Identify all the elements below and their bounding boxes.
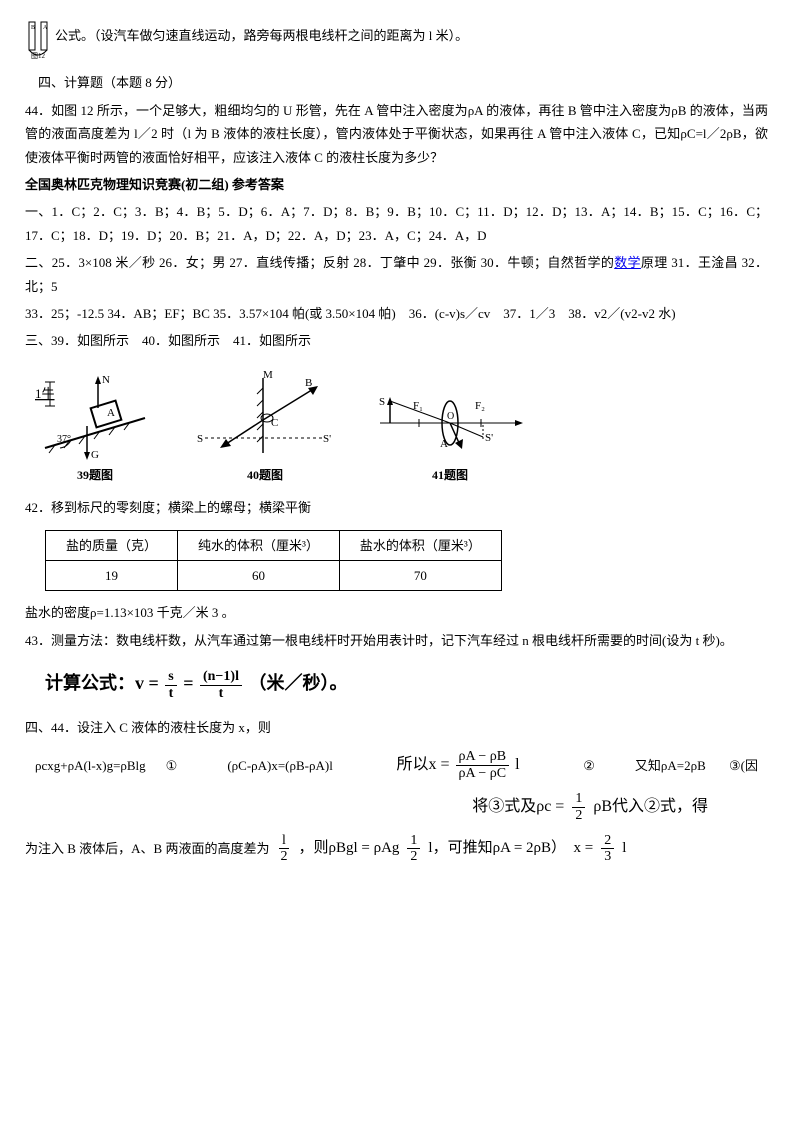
td-mass: 19 bbox=[46, 561, 178, 591]
frac-l2: l2 bbox=[277, 833, 290, 865]
eq2: (ρC-ρA)x=(ρB-ρA)l bbox=[227, 754, 333, 777]
svg-text:1牛: 1牛 bbox=[35, 386, 55, 401]
formula-eq: = bbox=[183, 673, 193, 693]
svg-text:A: A bbox=[440, 438, 448, 450]
svg-text:O: O bbox=[447, 411, 454, 422]
frac-mid: ρA − ρBρA − ρC bbox=[456, 749, 510, 781]
frac-s-t: st bbox=[165, 669, 176, 701]
l2a: 将③式及ρc = bbox=[472, 793, 564, 822]
eq1: ρcxg+ρA(l-x)g=ρBlg bbox=[35, 754, 146, 777]
svg-text:F₂: F₂ bbox=[475, 400, 485, 412]
ans-part2: 二、25．3×108 米／秒 26．女；男 27．直线传播；反射 28．丁肇中 … bbox=[25, 251, 768, 298]
diagram-39: A N G 1牛 37° 39题图 bbox=[35, 368, 155, 487]
td-water: 60 bbox=[178, 561, 340, 591]
svg-text:图12: 图12 bbox=[31, 52, 45, 60]
svg-text:S': S' bbox=[323, 433, 331, 445]
table-header-row: 盐的质量（克） 纯水的体积（厘米³） 盐水的体积（厘米³） bbox=[46, 530, 502, 560]
q42-text: 42．移到标尺的零刻度；横梁上的螺母；横梁平衡 bbox=[25, 496, 768, 519]
l3c: l，可推知ρA = 2ρB） x = bbox=[428, 835, 593, 862]
formula-note: 公式。（设汽车做匀速直线运动，路旁每两根电线杆之间的距离为 l 米）。 bbox=[55, 24, 768, 47]
svg-text:M: M bbox=[263, 369, 273, 381]
section-4-title: 四、计算题（本题 8 分） bbox=[25, 71, 768, 94]
diagram-41: F₁ F₂ O S A S' 41题图 bbox=[375, 383, 525, 487]
q43-text: 43．测量方法：数电线杆数，从汽车通过第一根电线杆时开始用表计时，记下汽车经过 … bbox=[25, 629, 768, 652]
circled-3: ③(因 bbox=[729, 758, 758, 773]
eq-line-1: ρcxg+ρA(l-x)g=ρBlg ① (ρC-ρA)x=(ρB-ρA)l 所… bbox=[25, 749, 768, 781]
svg-text:S: S bbox=[197, 433, 203, 445]
svg-text:N: N bbox=[102, 374, 110, 386]
formula-prefix: 计算公式：v = bbox=[45, 673, 159, 693]
math-link[interactable]: 数学 bbox=[614, 255, 641, 270]
svg-text:A: A bbox=[107, 407, 115, 419]
salt-table: 盐的质量（克） 纯水的体积（厘米³） 盐水的体积（厘米³） 19 60 70 bbox=[45, 530, 502, 592]
circled-1: ① bbox=[166, 754, 178, 777]
frac-half2: 12 bbox=[407, 833, 420, 865]
th-water: 纯水的体积（厘米³） bbox=[178, 530, 340, 560]
l3d: l bbox=[622, 835, 626, 862]
svg-text:B: B bbox=[31, 25, 35, 31]
answers-title: 全国奥林匹克物理知识竞赛(初二组) 参考答案 bbox=[25, 173, 768, 196]
eq-line-2: 将③式及ρc = 12 ρB代入②式，得 bbox=[25, 791, 768, 823]
svg-text:B: B bbox=[305, 377, 312, 389]
table-row: 19 60 70 bbox=[46, 561, 502, 591]
l2b: ρB代入②式，得 bbox=[593, 793, 708, 822]
frac-half: 12 bbox=[572, 791, 585, 823]
svg-text:G: G bbox=[91, 449, 99, 461]
q44-intro: 四、44．设注入 C 液体的液柱长度为 x，则 bbox=[25, 716, 768, 739]
l3b: ，则ρBgl = ρAg bbox=[298, 835, 399, 862]
diagram-40-label: 40题图 bbox=[247, 465, 283, 487]
th-saltwater: 盐水的体积（厘米³） bbox=[339, 530, 501, 560]
formula-suffix: （米／秒）。 bbox=[248, 673, 347, 693]
frac-nl-t: (n−1)lt bbox=[200, 669, 242, 701]
td-saltwater: 70 bbox=[339, 561, 501, 591]
svg-text:S: S bbox=[379, 396, 385, 408]
l3a: 为注入 B 液体后，A、B 两液面的高度差为 bbox=[25, 837, 269, 860]
eq3a: 又知ρA=2ρB bbox=[635, 758, 706, 773]
ans-part1: 一、1．C；2．C；3．B；4．B；5．D；6．A；7．D；8．B；9．B；10… bbox=[25, 200, 768, 247]
diagram-40: M S S' B C 40题图 bbox=[195, 368, 335, 487]
svg-text:37°: 37° bbox=[57, 434, 71, 445]
ans-part2a: 二、25．3×108 米／秒 26．女；男 27．直线传播；反射 28．丁肇中 … bbox=[25, 255, 614, 270]
u-tube-icon: B A 图12 bbox=[25, 20, 51, 67]
ans-part3: 三、39．如图所示 40．如图所示 41．如图所示 bbox=[25, 329, 768, 352]
q44-text: 44．如图 12 所示，一个足够大，粗细均匀的 U 形管，先在 A 管中注入密度… bbox=[25, 99, 768, 169]
diagram-41-label: 41题图 bbox=[432, 465, 468, 487]
q42-density: 盐水的密度ρ=1.13×103 千克／米 3 。 bbox=[25, 601, 768, 624]
svg-text:S': S' bbox=[485, 432, 493, 444]
eq-line-3: 为注入 B 液体后，A、B 两液面的高度差为 l2 ，则ρBgl = ρAg 1… bbox=[25, 833, 768, 865]
frac-23: 23 bbox=[601, 833, 614, 865]
mid-prefix: 所以x = bbox=[397, 751, 450, 780]
svg-text:C: C bbox=[271, 417, 278, 429]
circled-2: ② bbox=[583, 754, 595, 777]
mid-suffix: l bbox=[515, 751, 519, 780]
velocity-formula: 计算公式：v = st = (n−1)lt （米／秒）。 bbox=[25, 667, 768, 701]
th-mass: 盐的质量（克） bbox=[46, 530, 178, 560]
diagrams-row: A N G 1牛 37° 39题图 M S S' bbox=[35, 368, 768, 487]
diagram-39-label: 39题图 bbox=[77, 465, 113, 487]
svg-text:A: A bbox=[43, 25, 48, 31]
ans-part2c: 33．25；-12.5 34．AB；EF；BC 35．3.57×104 帕(或 … bbox=[25, 302, 768, 325]
